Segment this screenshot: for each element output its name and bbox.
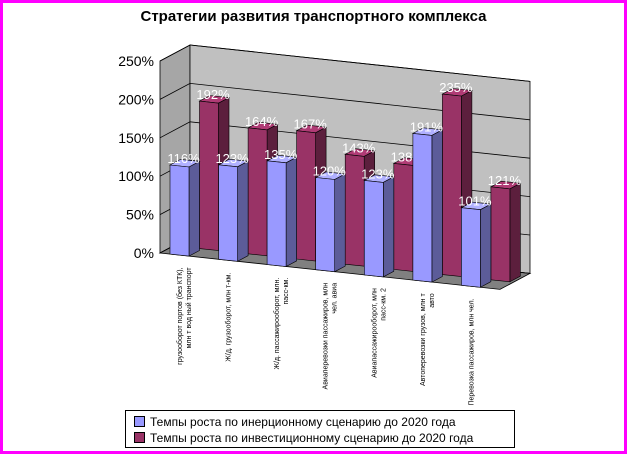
bar-series-1-6-label: 101% [458,194,492,209]
x-category-label: грузооборот портов (без КТК), млн т вод н… [176,267,193,365]
bar-series-2-0-front [199,100,219,251]
bar-series-2-6-side [509,182,521,283]
bar-series-1-6-side [480,203,492,288]
bar-series-2-1-label: 164% [245,114,279,129]
bar-series-1-0 [168,159,201,257]
y-tick-label: 200% [118,91,154,107]
bar-series-1-0-label: 116% [167,151,200,166]
bar-series-1-2-label: 135% [264,147,298,162]
x-category-label: Ж/д. грузооборот, млн т-км. [225,273,233,362]
bar-series-1-1-front [218,164,238,262]
chart-title: Стратегии развития транспортного комплек… [140,8,487,25]
y-tick-label: 0% [134,245,154,261]
bar-series-1-6-front [461,207,481,288]
bar-series-2-6 [489,180,522,283]
bar-series-1-5-side [431,129,443,283]
bar-series-1-2-side [285,156,297,268]
x-category-label: Авиаперевозки пассажиров, млн чел. авиа [323,283,339,390]
bar-series-1-5 [411,127,444,283]
y-tick-label: 100% [118,168,154,184]
chart-legend: Темпы роста по инерционному сценарию до … [125,410,515,448]
bar-series-1-4-front [363,180,384,278]
bar-series-1-2 [266,154,298,268]
bar-series-2-5-label: 235% [439,80,473,95]
bar-series-2-2-label: 167% [294,117,328,132]
bar-series-2-5-front [442,93,462,277]
y-tick-label: 150% [118,130,154,146]
y-tick-label: 250% [118,53,154,69]
bar-series-2-3-label: 143% [342,140,376,155]
legend-label-series-2: Темпы роста по инвестиционному сценарию … [150,431,474,445]
bar-series-1-6 [460,201,492,288]
bar-series-1-3-side [334,173,346,273]
x-category-label: Ж/д. пассажирооборот, млн. пасс-км. [273,278,290,370]
bar-series-1-1-side [237,160,249,262]
legend-item-series-2: Темпы роста по инвестиционному сценарию … [134,430,473,446]
y-tick-label: 50% [126,207,154,223]
bar-series-1-1 [217,158,250,262]
bar-series-2-6-front [490,186,511,283]
bar-series-2-4-front [393,163,414,272]
bar-series-1-0-side [188,160,200,257]
x-category-label: Перевозка пассажиров, млн чел. [468,298,475,405]
bar-series-1-3-label: 120% [313,164,347,179]
gridline [159,82,531,121]
bar-series-1-1-label: 123% [215,151,249,166]
bar-series-2-6-label: 121% [488,173,522,188]
bar-series-1-5-label: 191% [410,119,444,134]
bar-series-1-4-label: 123% [361,166,395,181]
x-category-label: Автоперевозки грузов, млн т авто [420,293,436,387]
legend-label-series-1: Темпы роста по инерционному сценарию до … [150,415,456,429]
bar-series-1-4-side [382,176,395,278]
bar-series-1-0-front [169,164,190,257]
legend-item-series-1: Темпы роста по инерционному сценарию до … [134,414,456,430]
bar-series-1-2-front [266,160,287,267]
bar-series-1-4 [363,174,395,278]
gridline [159,44,531,82]
bar-series-1-3 [314,171,347,273]
bar-series-1-5-front [412,133,433,283]
bar-series-1-3-front [315,177,336,273]
legend-swatch-series-1 [134,416,145,428]
legend-swatch-series-2 [134,432,145,444]
x-category-label: Авиапассажирооборот, млн пасс-км. 2 [370,288,387,378]
bar-series-2-0-label: 192% [196,87,230,102]
bar-series-2-2-front [296,130,316,262]
